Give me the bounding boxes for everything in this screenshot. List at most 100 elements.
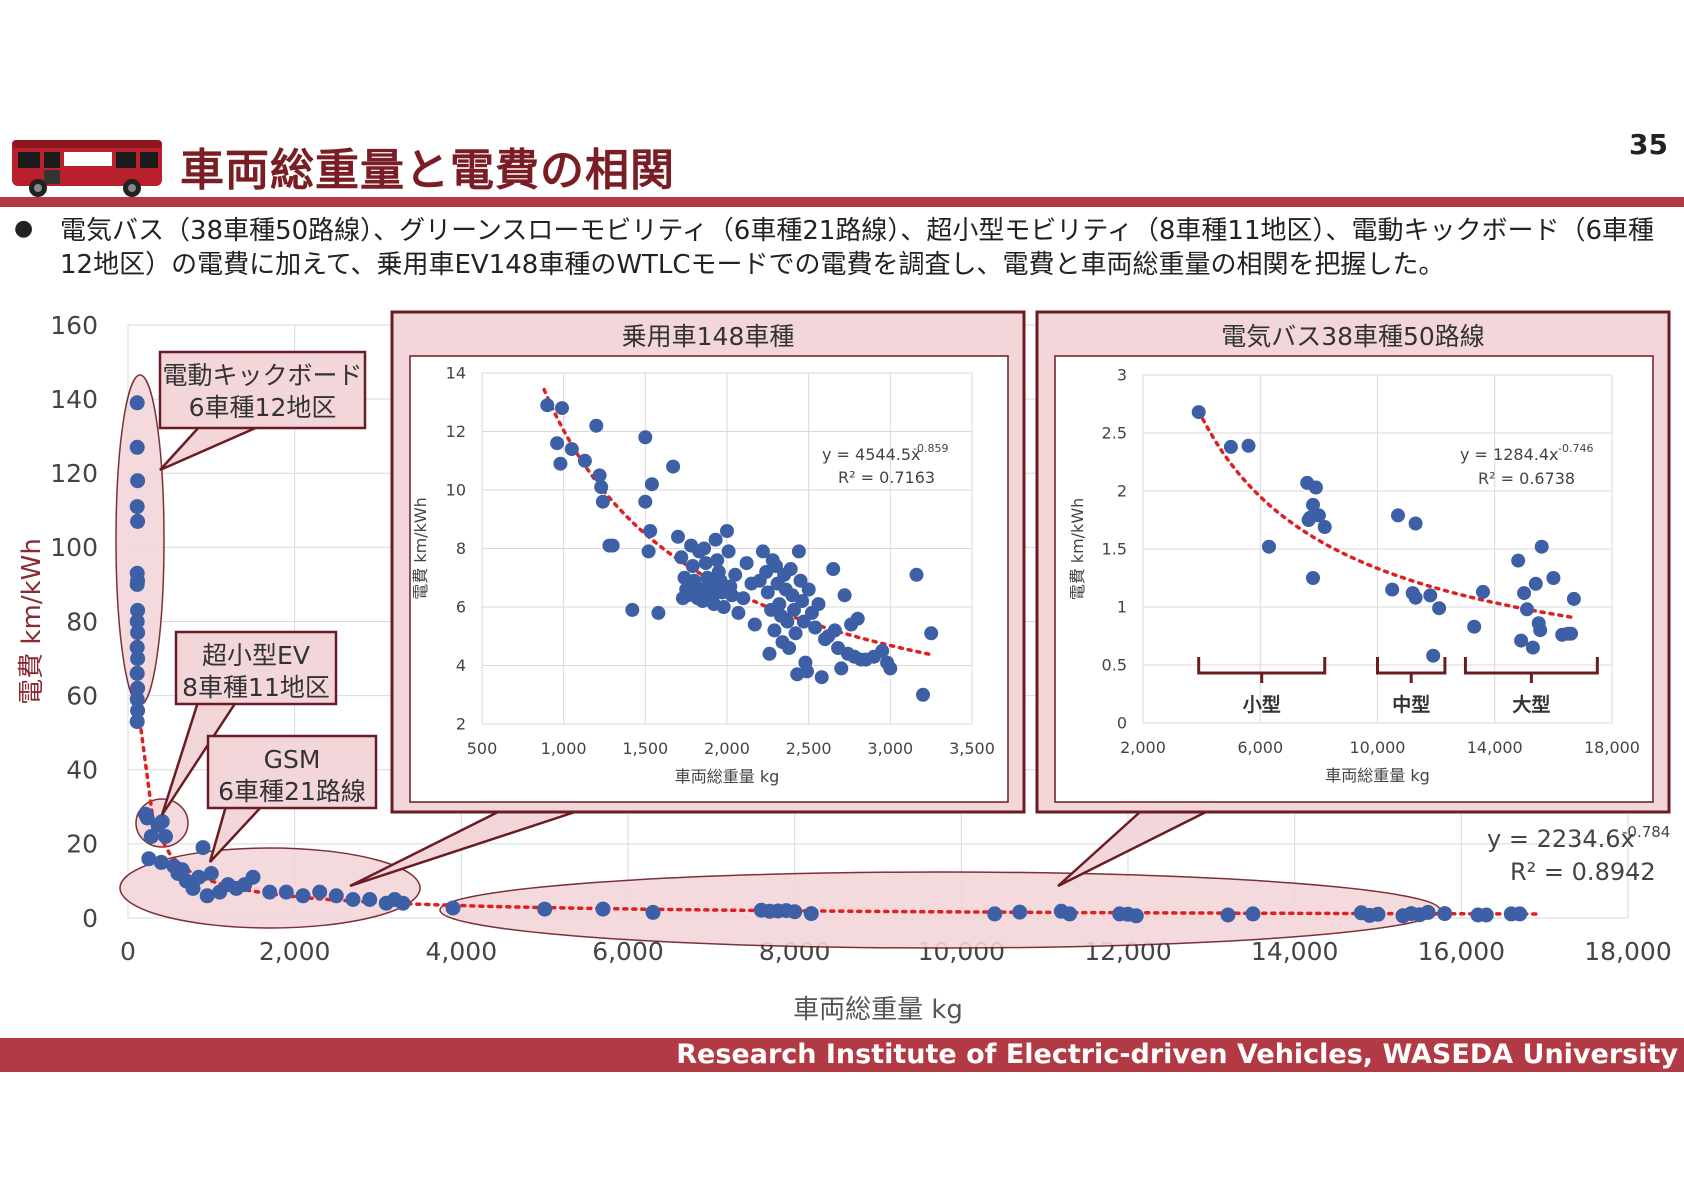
data-point (1241, 438, 1256, 453)
data-point (203, 866, 219, 881)
data-point (262, 884, 278, 900)
y-tick-label: 3 (1117, 366, 1127, 385)
data-point (129, 691, 145, 707)
data-point (1408, 516, 1423, 531)
data-point (1525, 640, 1540, 655)
data-point (698, 556, 713, 571)
data-point (577, 453, 592, 468)
data-point (278, 884, 294, 900)
x-tick-label: 14,000 (1467, 738, 1523, 757)
gsm-callout-box (206, 734, 378, 810)
size-label: 小型 (1243, 693, 1281, 716)
data-point (1546, 571, 1561, 585)
data-point (760, 585, 775, 600)
data-point (550, 436, 565, 451)
data-point (782, 641, 797, 655)
x-tick-label: 16,000 (1418, 937, 1505, 966)
data-point (129, 665, 145, 681)
data-point (345, 892, 361, 907)
data-point (199, 888, 215, 904)
bus-title: 電気バス38車種50路線 (1221, 322, 1485, 351)
data-point (671, 529, 685, 544)
x-tick-label: 2,000 (259, 937, 331, 966)
y-tick-label: 2 (1117, 482, 1127, 501)
data-point (362, 892, 378, 907)
data-point (1478, 907, 1494, 923)
data-point (787, 904, 803, 920)
data-point (129, 499, 145, 515)
x-tick-label: 18,000 (1584, 738, 1640, 757)
data-point (780, 614, 795, 629)
data-point (174, 862, 190, 878)
data-point (1520, 602, 1534, 617)
data-point (755, 544, 770, 559)
trend-r2: R² = 0.8942 (1510, 858, 1656, 886)
y-tick-label: 140 (50, 385, 98, 414)
data-point (916, 687, 930, 702)
data-point (1223, 439, 1238, 454)
data-point (1511, 553, 1526, 568)
data-point (1408, 590, 1423, 605)
data-point (1426, 648, 1441, 663)
x-tick-label: 2,500 (786, 739, 832, 758)
cars-equation: y = 4544.5x (822, 445, 921, 464)
data-point (850, 611, 865, 626)
data-point (685, 559, 700, 573)
y-tick-label: 0 (1117, 714, 1127, 733)
data-point (795, 594, 810, 609)
x-tick-label: 0 (120, 937, 136, 966)
data-point (129, 395, 145, 411)
data-point (788, 626, 803, 641)
data-point (150, 817, 166, 833)
data-point (644, 477, 659, 492)
data-point (1476, 584, 1490, 599)
cars-exponent: -0.859 (913, 442, 948, 455)
data-point (328, 888, 344, 904)
y-tick-label: 8 (456, 539, 466, 558)
x-tick-label: 4,000 (426, 937, 498, 966)
trendline (134, 692, 1539, 916)
data-point (130, 703, 146, 718)
y-tick-label: 10 (446, 481, 466, 500)
data-point (826, 562, 841, 576)
data-point (195, 840, 211, 856)
bus-exponent: -0.746 (1558, 442, 1593, 455)
data-point (808, 620, 823, 635)
y-tick-label: 40 (66, 756, 98, 785)
inset-passenger-cars: 乗用車148車種 500 1,000 1,500 2,000 2,500 3,000 3,50… (349, 310, 1026, 888)
data-point (1306, 571, 1320, 585)
ultra-compact-callout-label-1: 超小型EV (202, 641, 310, 670)
page-title: 車両総重量と電費の相関 (180, 145, 675, 196)
data-point (803, 906, 819, 922)
data-point (643, 524, 658, 538)
x-axis-label: 車両総重量 kg (675, 767, 780, 786)
x-tick-label: 10,000 (1350, 738, 1406, 757)
data-point (143, 829, 159, 844)
size-label: 中型 (1392, 693, 1430, 716)
data-point (1533, 623, 1548, 638)
y-tick-label: 1 (1117, 598, 1127, 617)
data-point (1301, 513, 1316, 527)
x-tick-label: 14,000 (1251, 937, 1338, 966)
footer-bar: Research Institute of Electric-driven Ve… (0, 1038, 1684, 1072)
y-tick-label: 100 (50, 533, 98, 562)
data-point (1512, 906, 1528, 922)
data-point (592, 468, 607, 483)
data-point (595, 901, 611, 917)
data-point (295, 888, 311, 904)
x-tick-label: 3,500 (949, 739, 995, 758)
y-tick-label: 80 (66, 607, 98, 636)
bus-icon (12, 140, 162, 197)
data-point (909, 567, 924, 582)
data-point (837, 588, 852, 603)
data-point (537, 901, 553, 917)
data-point (736, 591, 751, 606)
footer-text: Research Institute of Electric-driven Ve… (676, 1039, 1678, 1070)
data-point (589, 418, 604, 433)
x-tick-label: 3,000 (867, 739, 913, 758)
kickboard-callout-label-1: 電動キックボード (162, 361, 362, 390)
data-point (1467, 619, 1482, 634)
data-point (139, 810, 155, 826)
data-point (1514, 633, 1529, 648)
